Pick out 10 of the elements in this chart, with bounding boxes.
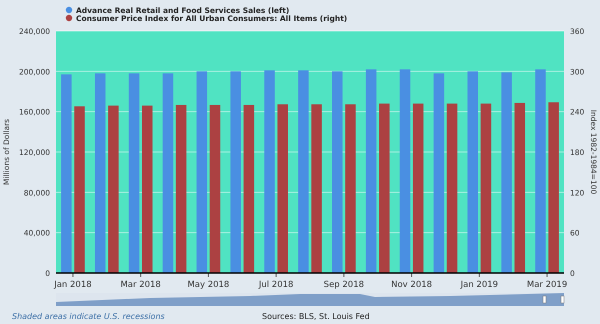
x-tick-label: Jan 2019: [460, 280, 498, 290]
source-note: Sources: BLS, St. Louis Fed: [262, 312, 370, 321]
x-tick-label: Mar 2018: [120, 280, 161, 290]
x-tick-label: Nov 2018: [391, 280, 432, 290]
x-tick-label: Sep 2018: [324, 280, 364, 290]
x-tick-label: Jul 2018: [258, 280, 294, 290]
x-tick-label: Mar 2019: [526, 280, 568, 290]
x-tick-label: May 2018: [187, 280, 230, 290]
text: Shaded areas indicate U.S. recessions: [12, 312, 165, 321]
x-tick-label: Jan 2018: [53, 280, 92, 290]
